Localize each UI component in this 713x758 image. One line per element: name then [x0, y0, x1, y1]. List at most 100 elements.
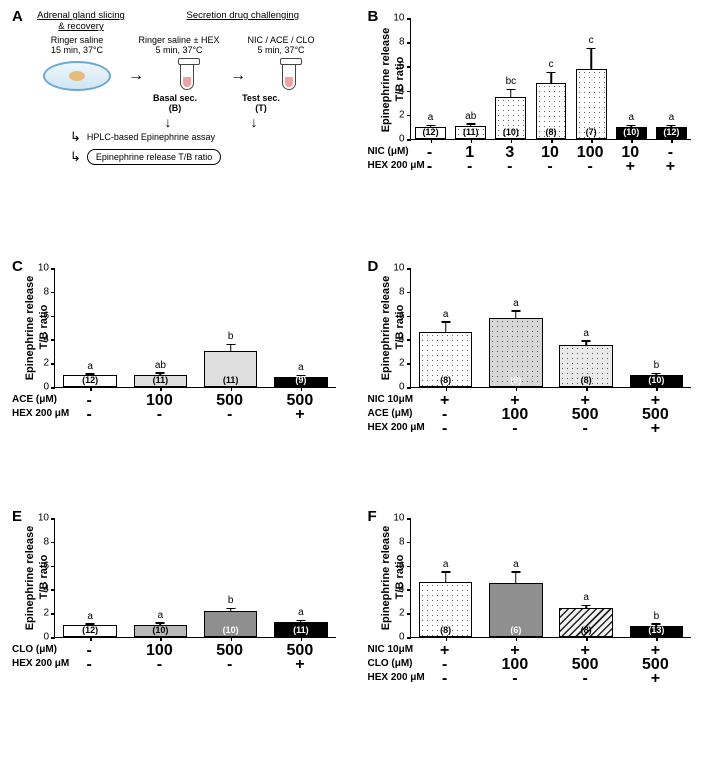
x-label-cell: + [666, 158, 675, 176]
error-bar [515, 311, 517, 318]
significance-label: a [158, 610, 164, 621]
n-label: (7) [586, 127, 597, 137]
y-tick-label: 10 [393, 263, 404, 274]
y-tick [51, 566, 55, 568]
panel-b-plot: 0246810(12)a(11)ab(10)bc(8)c(7)c(10)a(12… [410, 18, 692, 140]
panel-a-schematic: Adrenal gland slicing & recovery Secreti… [34, 10, 340, 244]
x-tick [431, 139, 433, 143]
y-tick [407, 42, 411, 44]
x-label-cell: + [651, 420, 660, 438]
panel-f-plot: 0246810(8)a(6)a(8)a(13)b [410, 518, 692, 638]
x-row-name: CLO (μM) [368, 658, 410, 669]
x-label-row: HEX 200 μM---+ [12, 656, 336, 670]
y-tick [51, 542, 55, 544]
error-bar [445, 322, 447, 333]
x-label-cell: + [295, 656, 304, 674]
y-tick [407, 637, 411, 639]
panel-b-xlabels: NIC (μM)-131010010-HEX 200 μM-----++ [368, 144, 692, 172]
error-cap [627, 125, 636, 127]
x-label-cell: - [86, 656, 91, 674]
x-tick [516, 637, 518, 641]
n-label: (8) [546, 127, 557, 137]
significance-label: c [549, 59, 554, 70]
y-tick-label: 8 [43, 286, 49, 297]
error-cap [511, 310, 520, 312]
arrow-elbow-icon: ↳ [70, 129, 81, 145]
panel-b: B Epinephrine release T/B ratio 0246810(… [368, 8, 696, 244]
error-cap [226, 608, 235, 610]
error-cap [156, 372, 165, 374]
x-label-cell: - [442, 420, 447, 438]
x-tick [90, 637, 92, 641]
n-label: (11) [223, 375, 239, 385]
y-tick [51, 518, 55, 520]
panel-c: C Epinephrine release T/B ratio 0246810(… [12, 258, 340, 494]
y-tick-label: 2 [399, 109, 405, 120]
y-tick-label: 0 [399, 632, 405, 643]
x-row-name: HEX 200 μM [368, 422, 410, 433]
x-tick [586, 387, 588, 391]
y-tick-label: 8 [399, 536, 405, 547]
x-label-cell: - [582, 420, 587, 438]
error-cap [582, 340, 591, 342]
y-tick [407, 139, 411, 141]
y-tick-label: 2 [399, 358, 405, 369]
error-cap [511, 571, 520, 573]
x-tick [511, 139, 513, 143]
x-tick [471, 139, 473, 143]
arrow-right-icon: → [128, 68, 144, 84]
y-tick [51, 339, 55, 341]
x-label-cell: - [157, 406, 162, 424]
x-tick [446, 637, 448, 641]
x-label-row: ACE (μM)-100500500 [12, 392, 336, 406]
panel-a-label: A [12, 8, 23, 25]
error-cap [441, 571, 450, 573]
significance-label: a [583, 592, 589, 603]
significance-label: a [443, 309, 449, 320]
y-tick [407, 115, 411, 117]
x-tick [90, 387, 92, 391]
panel-f-xlabels: NIC 10μM++++CLO (μM)-100500500HEX 200 μM… [368, 642, 692, 684]
error-cap [466, 123, 475, 125]
y-tick-label: 10 [393, 13, 404, 24]
significance-label: a [298, 362, 304, 373]
n-label: (10) [503, 127, 519, 137]
y-tick [51, 637, 55, 639]
y-tick [407, 518, 411, 520]
significance-label: a [629, 112, 635, 123]
assay-text: HPLC-based Epinephrine assay [87, 132, 215, 142]
x-row-name: HEX 200 μM [368, 160, 410, 171]
significance-label: a [513, 298, 519, 309]
panel-c-plot: 0246810(12)a(11)ab(11)b(9)a [54, 268, 336, 388]
n-label: (8) [581, 375, 592, 385]
arrow-down-icon: ↓ [140, 115, 196, 129]
x-label-row: HEX 200 μM---+ [12, 406, 336, 420]
panel-f-chart: Epinephrine release T/B ratio 0246810(8)… [410, 518, 692, 638]
significance-label: a [428, 112, 434, 123]
y-tick-label: 2 [43, 608, 49, 619]
tube-icon [282, 62, 296, 90]
significance-label: a [513, 559, 519, 570]
x-row-name: HEX 200 μM [12, 408, 54, 419]
y-tick-label: 4 [399, 334, 405, 345]
n-label: (8) [581, 625, 592, 635]
y-tick-label: 4 [399, 584, 405, 595]
significance-label: a [443, 559, 449, 570]
panel-c-xlabels: ACE (μM)-100500500HEX 200 μM---+ [12, 392, 336, 420]
x-row-name: ACE (μM) [12, 394, 54, 405]
error-cap [667, 125, 676, 127]
x-label-cell: - [467, 158, 472, 176]
x-tick [301, 387, 303, 391]
panel-c-label: C [12, 258, 23, 275]
y-tick-label: 4 [399, 85, 405, 96]
error-cap [426, 125, 435, 127]
y-tick-label: 10 [38, 513, 49, 524]
panel-d-xlabels: NIC 10μM++++ACE (μM)-100500500HEX 200 μM… [368, 392, 692, 434]
panel-e-chart: Epinephrine release T/B ratio 0246810(12… [54, 518, 336, 638]
panel-c-chart: Epinephrine release T/B ratio 0246810(12… [54, 268, 336, 388]
n-label: (10) [648, 375, 664, 385]
n-label: (12) [82, 375, 98, 385]
panel-a: A Adrenal gland slicing & recovery Secre… [12, 8, 340, 244]
x-label-row: HEX 200 μM---+ [368, 420, 692, 434]
schematic-heading-right: Secretion drug challenging [146, 10, 340, 21]
